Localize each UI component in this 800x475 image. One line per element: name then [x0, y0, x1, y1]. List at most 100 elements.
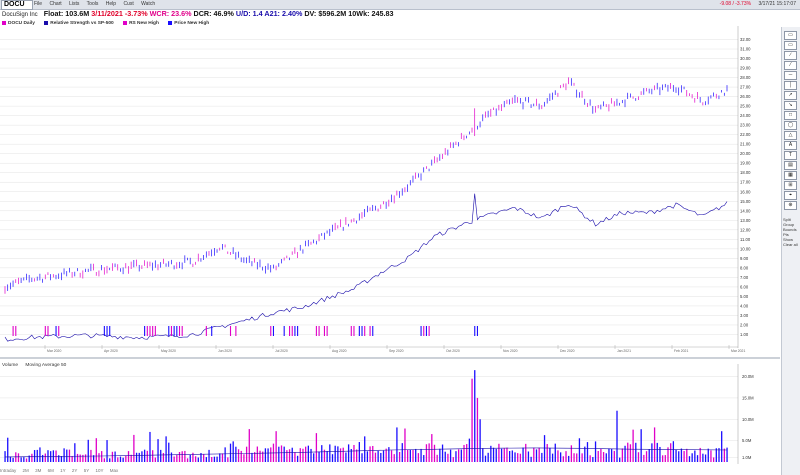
- toolbar-button[interactable]: ∕: [784, 51, 797, 60]
- volume-bar: [629, 444, 632, 462]
- volume-bar: [229, 443, 232, 462]
- volume-tick-label: 5.0M: [742, 438, 752, 443]
- toolbar-button[interactable]: ⁄: [784, 61, 797, 70]
- menu-lists[interactable]: Lists: [69, 1, 80, 7]
- volume-bar: [347, 444, 350, 462]
- company-name: DocuSign Inc: [2, 12, 38, 18]
- menu-tools[interactable]: Tools: [86, 1, 99, 7]
- volume-bar: [707, 448, 709, 462]
- new-high-marker: [168, 326, 170, 336]
- volume-bar: [342, 447, 344, 462]
- tf-1y[interactable]: 1Y: [60, 468, 66, 473]
- volume-bar: [323, 449, 326, 462]
- toolbar-label[interactable]: Group: [783, 222, 795, 227]
- new-high-marker: [205, 326, 207, 336]
- toolbar-button[interactable]: ─: [784, 71, 797, 80]
- menu-file[interactable]: File: [34, 1, 43, 7]
- volume-bar: [535, 449, 538, 462]
- volume-bar: [219, 453, 221, 462]
- legend-rs-new-high[interactable]: RS New High: [123, 20, 159, 26]
- volume-bar: [412, 449, 414, 462]
- menu-help[interactable]: Help: [105, 1, 117, 7]
- toolbar-label[interactable]: Pts: [783, 232, 789, 237]
- ticker-input[interactable]: DOCU: [1, 0, 33, 10]
- volume-bar: [602, 452, 605, 462]
- legend-volume[interactable]: Volume: [2, 363, 18, 368]
- volume-bar: [672, 441, 675, 462]
- toolbar-button[interactable]: ▭: [784, 41, 797, 50]
- volume-bar: [653, 427, 656, 462]
- tf-3m[interactable]: 3M: [35, 468, 42, 473]
- volume-bar: [25, 458, 28, 462]
- volume-bar: [656, 442, 658, 462]
- volume-bar: [592, 457, 594, 462]
- new-high-marker: [350, 326, 352, 336]
- volume-bar: [570, 445, 573, 462]
- toolbar-button[interactable]: ↗: [784, 91, 797, 100]
- new-high-marker: [106, 326, 108, 336]
- toolbar-button[interactable]: □: [784, 111, 797, 120]
- tf-max[interactable]: Max: [109, 468, 119, 473]
- volume-bar: [511, 450, 513, 462]
- y-tick-label: 5.00: [740, 294, 749, 299]
- new-high-marker: [326, 326, 328, 336]
- tf-10y[interactable]: 10Y: [95, 468, 104, 473]
- volume-bar: [227, 457, 229, 462]
- tf-6m[interactable]: 6M: [47, 468, 54, 473]
- y-tick-label: 20.00: [740, 151, 751, 156]
- new-high-marker: [176, 326, 178, 336]
- volume-bar: [270, 447, 272, 462]
- volume-bar: [433, 444, 436, 462]
- volume-bar: [527, 451, 530, 462]
- toolbar-button[interactable]: │: [784, 81, 797, 90]
- menu-watch[interactable]: Watch: [141, 1, 156, 7]
- quote-status: -9.08 / -3.73% 3/17/21 15:17:07: [720, 0, 796, 9]
- tf-intraday[interactable]: Intraday: [0, 468, 17, 473]
- tf-5y[interactable]: 5Y: [83, 468, 90, 473]
- toolbar-button[interactable]: A: [784, 141, 797, 150]
- new-high-marker: [146, 326, 148, 336]
- volume-bar: [551, 453, 554, 462]
- menu-cust[interactable]: Cust: [123, 1, 134, 7]
- tf-2y[interactable]: 2Y: [71, 468, 78, 473]
- toolbar-button[interactable]: ↘: [784, 101, 797, 110]
- toolbar-button[interactable]: ⌖: [784, 191, 797, 200]
- toolbar-button[interactable]: ◯: [784, 121, 797, 130]
- toolbar-button[interactable]: ▤: [784, 161, 797, 170]
- toolbar-button[interactable]: △: [784, 131, 797, 140]
- new-high-marker: [103, 326, 105, 336]
- volume-bar: [723, 448, 726, 462]
- y-tick-label: 13.00: [740, 218, 751, 223]
- volume-bar: [704, 454, 707, 462]
- toolbar-label[interactable]: Split: [783, 217, 791, 222]
- toolbar-button[interactable]: ⊞: [784, 181, 797, 190]
- volume-tick-label: 1.0M: [742, 455, 752, 460]
- volume-bar: [525, 443, 527, 462]
- legend-daily[interactable]: DOCU Daily: [2, 20, 35, 26]
- volume-bar: [382, 450, 385, 462]
- volume-bar: [36, 449, 38, 462]
- toolbar-label[interactable]: Show: [783, 237, 794, 242]
- volume-bar: [189, 454, 191, 462]
- new-high-marker: [476, 326, 478, 336]
- volume-bar: [476, 397, 479, 462]
- new-high-marker: [297, 326, 299, 336]
- volume-bar: [578, 438, 581, 462]
- toolbar-label[interactable]: Bounds: [783, 227, 797, 232]
- toolbar-button[interactable]: T: [784, 151, 797, 160]
- legend-volume-ma[interactable]: Moving Average 50: [25, 363, 67, 368]
- legend-rs[interactable]: Relative Strength vs SP-500: [44, 20, 114, 26]
- toolbar-label[interactable]: Clear all: [783, 242, 798, 247]
- toolbar-button[interactable]: ▦: [784, 171, 797, 180]
- volume-bar: [109, 458, 111, 462]
- volume-bar: [224, 447, 226, 462]
- legend-price-new-high[interactable]: Price New High: [168, 20, 209, 26]
- toolbar-button[interactable]: ⊕: [784, 201, 797, 210]
- pct-stat: -3.73%: [124, 9, 148, 18]
- volume-bar: [141, 451, 143, 462]
- menu-chart[interactable]: Chart: [49, 1, 62, 7]
- toolbar-button[interactable]: ▭: [784, 31, 797, 40]
- volume-bar: [670, 443, 672, 462]
- tf-2m[interactable]: 2M: [22, 468, 29, 473]
- y-tick-label: 29.00: [740, 66, 751, 71]
